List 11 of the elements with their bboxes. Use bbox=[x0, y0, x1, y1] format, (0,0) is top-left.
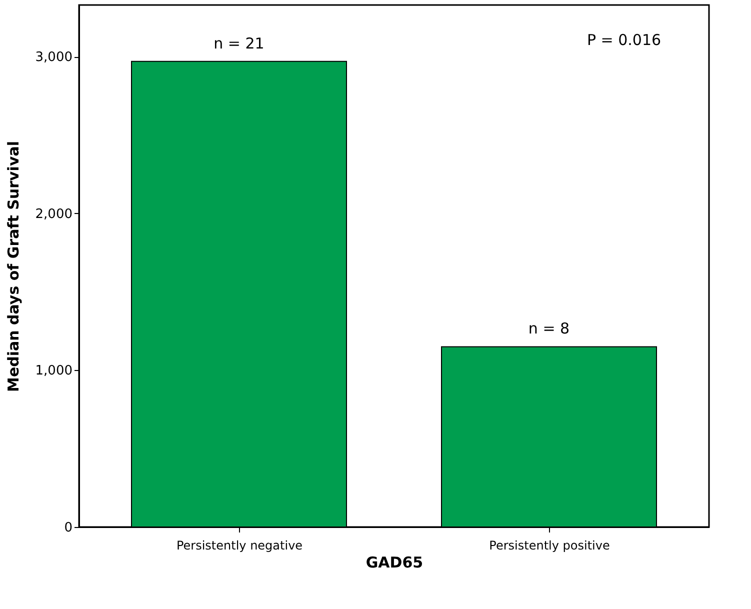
y-tick-label: 0 bbox=[64, 520, 72, 536]
x-tick-label: Persistently positive bbox=[489, 538, 610, 552]
annotation: n = 8 bbox=[528, 320, 570, 338]
x-tick-label: Persistently negative bbox=[176, 538, 303, 552]
y-tick-label: 2,000 bbox=[35, 206, 72, 222]
y-tick-label: 3,000 bbox=[35, 50, 72, 66]
y-axis-title: Median days of Graft Survival bbox=[4, 141, 22, 392]
annotation: P = 0.016 bbox=[586, 31, 662, 49]
y-tick-label: 1,000 bbox=[35, 364, 72, 379]
annotation: n = 21 bbox=[214, 34, 264, 52]
x-axis-title: GAD65 bbox=[366, 554, 424, 572]
